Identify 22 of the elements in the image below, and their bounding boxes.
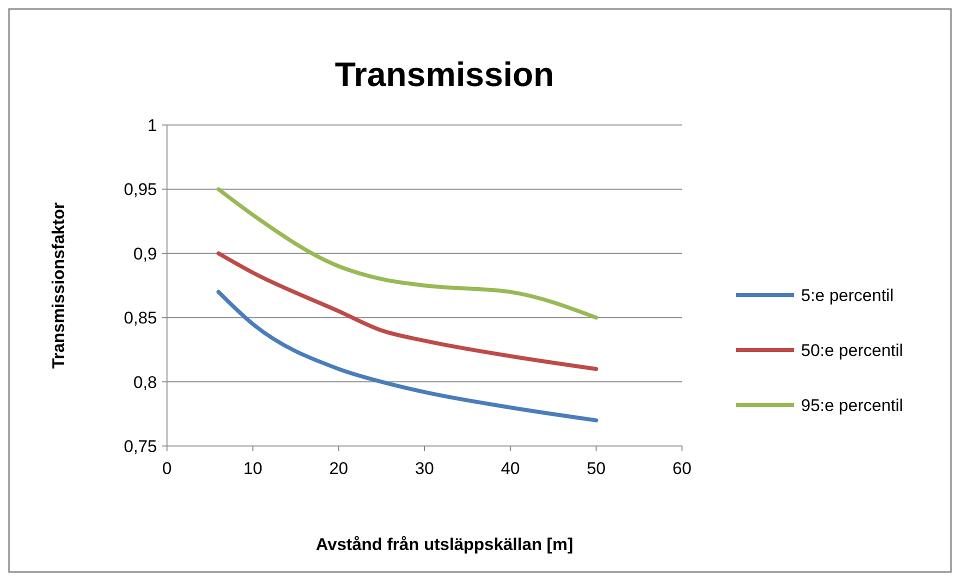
y-tick-label: 0,95	[124, 180, 157, 200]
x-tick-label: 10	[243, 459, 262, 478]
chart-title: Transmission	[334, 56, 554, 94]
x-axis-title: Avstånd från utsläppskällan [m]	[316, 535, 574, 554]
legend-label: 50:e percentil	[801, 341, 904, 360]
x-tick-label: 0	[162, 459, 172, 478]
y-tick-label: 0,75	[124, 437, 157, 456]
legend-label: 95:e percentil	[801, 396, 904, 415]
x-tick-label: 30	[415, 459, 434, 478]
y-tick-label: 0,85	[124, 308, 157, 328]
x-tick-label: 20	[329, 459, 348, 478]
y-tick-label: 0,9	[133, 244, 157, 264]
y-tick-label: 0,8	[133, 372, 157, 392]
legend-label: 5:e percentil	[801, 286, 894, 305]
x-tick-label: 50	[586, 459, 606, 478]
line-series	[216, 187, 598, 320]
line-series	[216, 290, 598, 422]
x-tick-label: 40	[500, 459, 520, 478]
y-axis-title: Transmissionsfaktor	[49, 202, 68, 369]
line-series	[216, 251, 598, 371]
x-tick-label: 60	[672, 459, 692, 478]
y-tick-label: 1	[148, 116, 157, 135]
